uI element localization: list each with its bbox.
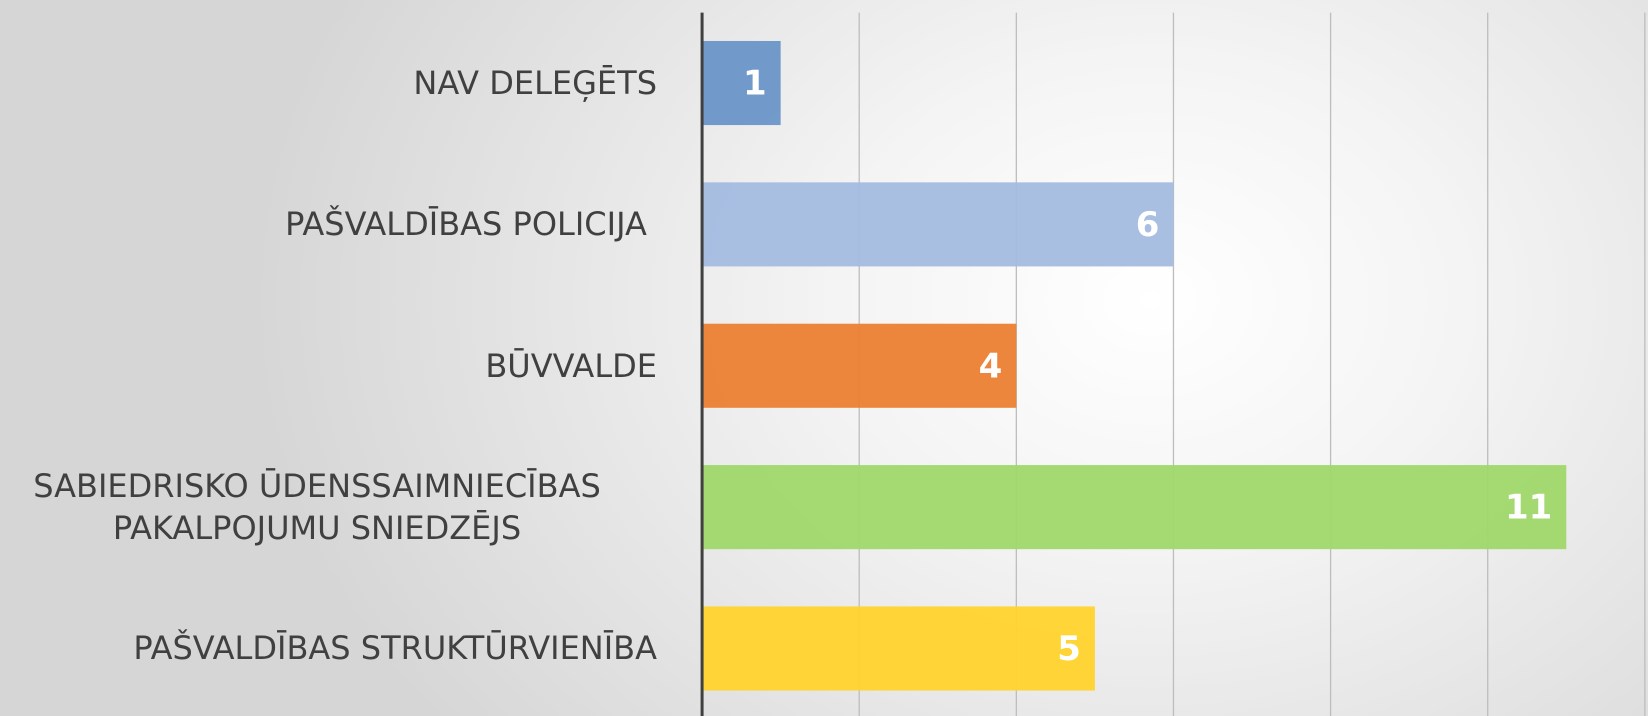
category-text: BŪVVALDE	[485, 346, 657, 385]
value-label: 5	[1057, 629, 1081, 669]
category-label: PAŠVALDĪBAS STRUKTŪRVIENĪBA	[0, 627, 657, 669]
value-label: 4	[979, 346, 1003, 386]
category-label: PAŠVALDĪBAS POLICIJA	[0, 203, 657, 245]
category-label: NAV DELEĢĒTS	[0, 62, 657, 104]
bar	[702, 465, 1567, 550]
bar	[702, 323, 1017, 408]
bar	[702, 40, 781, 126]
category-text: SABIEDRISKO ŪDENSSAIMNIECĪBAS PAKALPOJUM…	[33, 467, 611, 548]
category-label: BŪVVALDE	[0, 345, 657, 387]
value-label: 6	[1136, 205, 1160, 245]
category-text: NAV DELEĢĒTS	[413, 64, 657, 103]
category-text: PAŠVALDĪBAS STRUKTŪRVIENĪBA	[133, 629, 657, 668]
bar	[702, 606, 1095, 691]
value-label: 11	[1505, 488, 1552, 528]
bar	[702, 182, 1174, 267]
category-text: PAŠVALDĪBAS POLICIJA	[285, 205, 657, 244]
value-label: 1	[743, 64, 767, 104]
category-label: SABIEDRISKO ŪDENSSAIMNIECĪBAS PAKALPOJUM…	[0, 465, 657, 549]
